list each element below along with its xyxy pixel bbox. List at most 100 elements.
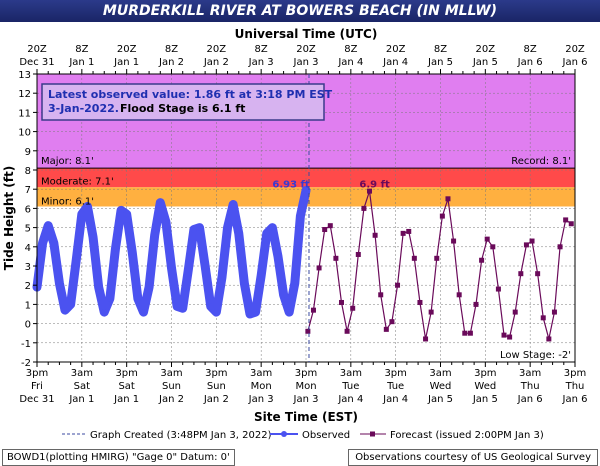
observed-point <box>196 224 203 231</box>
observed-point <box>67 301 74 308</box>
forecast-point <box>417 299 423 305</box>
observed-point <box>258 272 265 279</box>
forecast-point <box>518 271 524 277</box>
observed-point <box>151 232 158 239</box>
forecast-point <box>434 255 440 261</box>
x-tick-label-time: 3pm <box>115 368 137 379</box>
observed-point <box>235 230 242 237</box>
x-tick-label-day: Sat <box>118 381 134 392</box>
y-tick-label: 1 <box>25 300 31 311</box>
latest-value-date: 3-Jan-2022. <box>48 102 119 115</box>
top-tick-label-time: 8Z <box>434 44 447 55</box>
x-tick-label-day: Tue <box>386 381 404 392</box>
x-tick-label-date: Jan 2 <box>203 394 229 405</box>
latest-value-box <box>41 83 325 121</box>
plot-border <box>36 73 576 363</box>
observed-point <box>218 274 225 281</box>
y-tick-label: 13 <box>18 70 31 81</box>
forecast-peak-label: 6.9 ft <box>359 179 390 190</box>
x-tick-label-day: Wed <box>474 381 496 392</box>
forecast-point <box>428 309 434 315</box>
top-tick-label-date: Jan 1 <box>68 57 94 68</box>
y-tick-label: 10 <box>18 128 31 139</box>
top-tick-label-time: 8Z <box>165 44 178 55</box>
forecast-point <box>512 309 518 315</box>
observed-point <box>185 266 192 273</box>
top-axis-title: Universal Time (UTC) <box>235 27 378 41</box>
legend-forecast-marker <box>370 431 375 437</box>
forecast-point <box>546 336 552 342</box>
forecast-point <box>529 238 535 244</box>
forecast-point <box>456 292 462 298</box>
forecast-point <box>495 286 501 292</box>
x-tick-label-time: 3am <box>160 368 182 379</box>
observed-point <box>84 203 91 210</box>
top-tick-label-time: 8Z <box>524 44 537 55</box>
observed-point <box>179 305 186 312</box>
x-tick-label-day: Mon <box>295 381 316 392</box>
major-stage-label: Major: 8.1' <box>41 156 94 167</box>
y-tick-label: 5 <box>25 224 31 235</box>
top-tick-label-time: 20Z <box>296 44 316 55</box>
x-tick-label-time: 3am <box>429 368 451 379</box>
x-tick-label-time: 3pm <box>26 368 48 379</box>
x-tick-label-date: Dec 31 <box>19 394 54 405</box>
forecast-point <box>535 271 541 277</box>
observed-point <box>157 199 164 206</box>
observed-point <box>62 307 69 314</box>
top-tick-label-time: 20Z <box>565 44 585 55</box>
moderate-stage-label: Moderate: 7.1' <box>41 176 114 187</box>
forecast-point <box>316 265 322 271</box>
observed-point <box>146 284 153 291</box>
y-tick-label: 12 <box>18 89 31 100</box>
top-tick-label-date: Jan 2 <box>158 57 184 68</box>
observed-point <box>95 284 102 291</box>
forecast-point <box>507 334 513 340</box>
y-tick-label: 4 <box>25 243 31 254</box>
observed-point <box>106 295 113 302</box>
observed-point <box>123 211 130 218</box>
x-tick-label-day: Sun <box>207 381 226 392</box>
x-tick-label-date: Jan 1 <box>113 394 139 405</box>
y-tick-label: 2 <box>25 281 31 292</box>
forecast-point <box>350 305 356 311</box>
latest-value-text: Latest observed value: 1.86 ft at 3:18 P… <box>48 88 333 101</box>
x-tick-label-day: Sat <box>74 381 90 392</box>
observed-point <box>129 249 136 256</box>
observed-point <box>39 239 46 246</box>
x-tick-label-date: Jan 4 <box>382 394 408 405</box>
flood-stage-text: Flood Stage is 6.1 ft <box>120 102 245 115</box>
x-tick-label-time: 3pm <box>205 368 227 379</box>
observed-point <box>252 309 259 316</box>
observed-point <box>280 291 287 298</box>
y-tick-label: -2 <box>21 358 31 369</box>
forecast-point <box>389 319 395 325</box>
forecast-point <box>305 328 311 334</box>
x-tick-label-time: 3pm <box>564 368 586 379</box>
x-tick-label-time: 3pm <box>295 368 317 379</box>
y-tick-label: 3 <box>25 262 31 273</box>
forecast-point <box>333 255 339 261</box>
x-tick-label-day: Tue <box>341 381 359 392</box>
observed-point <box>168 264 175 271</box>
x-tick-label-day: Fri <box>31 381 43 392</box>
legend-forecast-label: Forecast (issued 2:00PM Jan 3) <box>390 430 544 441</box>
top-tick-label-time: 20Z <box>207 44 227 55</box>
x-tick-label-time: 3am <box>340 368 362 379</box>
x-tick-label-time: 3am <box>519 368 541 379</box>
forecast-point <box>338 299 344 305</box>
forecast-point <box>355 251 361 257</box>
x-tick-label-time: 3pm <box>474 368 496 379</box>
chart-title: MURDERKILL RIVER AT BOWERS BEACH (IN MLL… <box>0 0 600 22</box>
x-tick-label-date: Jan 6 <box>517 394 543 405</box>
top-tick-label-date: Jan 1 <box>113 57 139 68</box>
x-tick-label-time: 3am <box>250 368 272 379</box>
x-tick-label-day: Sun <box>162 381 181 392</box>
top-tick-label-date: Jan 4 <box>337 57 363 68</box>
forecast-point <box>479 257 485 263</box>
top-tick-label-date: Jan 6 <box>562 57 588 68</box>
y-tick-label: 0 <box>25 320 31 331</box>
forecast-point <box>411 255 417 261</box>
legend-created-label: Graph Created (3:48PM Jan 3, 2022) <box>90 430 272 441</box>
x-tick-label-day: Wed <box>430 381 452 392</box>
